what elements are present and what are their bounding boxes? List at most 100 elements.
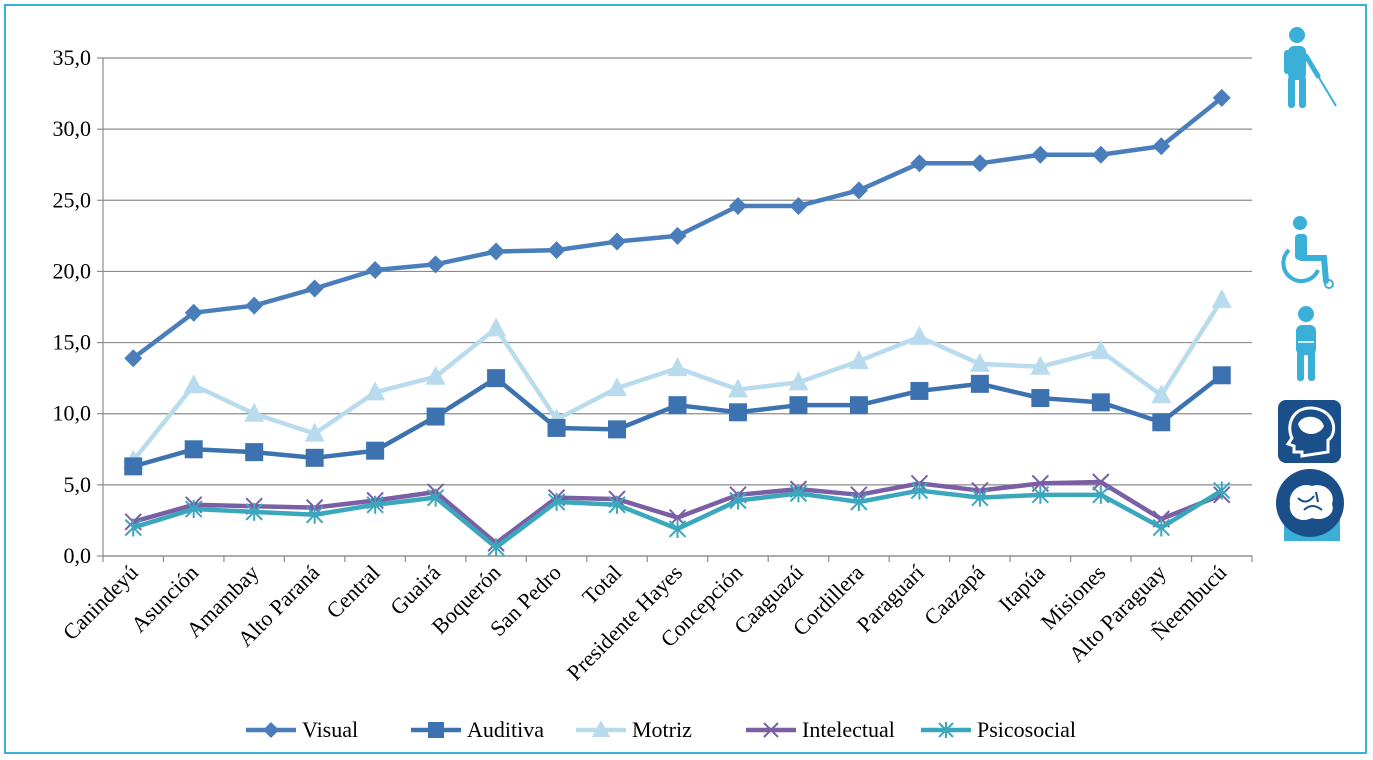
data-point <box>486 317 507 337</box>
data-point <box>1212 88 1231 107</box>
data-point <box>263 722 279 738</box>
data-point <box>909 325 930 345</box>
data-point <box>849 181 868 200</box>
data-point <box>592 720 610 737</box>
data-point <box>183 374 204 394</box>
standing-person-icon <box>1296 306 1316 381</box>
data-point <box>789 396 808 415</box>
data-point <box>910 154 929 173</box>
data-point <box>729 491 747 510</box>
legend-label: Psicosocial <box>977 717 1076 742</box>
data-point <box>848 350 869 370</box>
data-point <box>426 488 445 507</box>
data-point <box>487 242 506 261</box>
data-point <box>305 448 324 467</box>
data-point <box>608 232 627 251</box>
data-point <box>608 495 626 514</box>
data-point <box>607 377 628 397</box>
data-point <box>124 457 143 476</box>
data-point <box>1030 355 1051 375</box>
data-point <box>304 422 325 442</box>
data-point <box>547 418 566 437</box>
data-point <box>849 396 868 415</box>
data-point <box>788 371 809 391</box>
data-point <box>728 403 747 422</box>
line-chart: 0,0 5,0 10,0 15,0 20,0 25,0 30,0 35,0 Canindeyú A… <box>53 27 1344 742</box>
data-point <box>728 196 747 215</box>
legend-label: Motriz <box>632 717 692 742</box>
data-point <box>668 226 687 245</box>
data-point <box>727 378 748 398</box>
data-point <box>1091 145 1110 164</box>
data-point <box>428 722 444 738</box>
data-point <box>547 492 566 511</box>
data-point <box>426 407 445 426</box>
data-point <box>910 481 929 500</box>
y-tick-label: 35,0 <box>53 45 92 70</box>
data-point <box>124 349 143 368</box>
data-point <box>938 722 954 738</box>
data-point <box>425 365 446 385</box>
y-tick-label: 25,0 <box>53 187 92 212</box>
data-point <box>1152 137 1171 156</box>
blind-person-icon <box>1284 27 1337 108</box>
data-point <box>969 352 990 372</box>
data-point <box>971 488 989 507</box>
series-line-auditiva <box>132 373 1224 469</box>
x-tick-label: Canindeyú <box>58 560 143 645</box>
legend-label: Auditiva <box>467 717 544 742</box>
legend-label: Intelectual <box>802 717 895 742</box>
data-point <box>245 502 263 521</box>
y-tick-label: 0,0 <box>64 543 92 568</box>
data-point <box>910 381 929 400</box>
x-tick-label: Central <box>321 560 384 623</box>
data-point <box>1152 518 1170 537</box>
data-point <box>184 440 203 459</box>
x-tick-label: Total <box>577 560 626 609</box>
chart-frame: 0,0 5,0 10,0 15,0 20,0 25,0 30,0 35,0 Canindeyú A… <box>4 4 1367 754</box>
data-point <box>789 484 808 503</box>
head-profile-icon <box>1278 400 1341 463</box>
data-point <box>763 722 779 738</box>
y-tick-label: 20,0 <box>53 258 92 283</box>
data-point <box>366 495 384 514</box>
data-point <box>1151 384 1172 404</box>
y-tick-label: 10,0 <box>53 401 92 426</box>
data-point <box>244 402 265 422</box>
legend-label: Visual <box>302 717 358 742</box>
data-point <box>305 279 324 298</box>
data-point <box>124 518 142 537</box>
brain-icon <box>1276 469 1344 541</box>
data-point <box>185 500 203 519</box>
data-point <box>184 303 203 322</box>
data-point <box>850 492 868 511</box>
data-point <box>1031 145 1050 164</box>
data-point <box>1212 366 1231 385</box>
data-point <box>487 369 506 388</box>
data-point <box>970 374 989 393</box>
data-point <box>366 441 385 460</box>
series-line-motriz <box>131 298 1224 463</box>
data-point <box>970 154 989 173</box>
data-point <box>1091 393 1110 412</box>
x-tick-label: Caazapá <box>919 560 990 631</box>
data-point <box>426 255 445 274</box>
data-point <box>1092 473 1110 491</box>
y-tick-label: 15,0 <box>53 330 92 355</box>
data-point <box>668 519 687 538</box>
data-point <box>608 420 627 439</box>
data-point <box>365 381 386 401</box>
y-tick-label: 30,0 <box>53 116 92 141</box>
data-point <box>245 296 264 315</box>
data-point <box>487 538 505 557</box>
data-point <box>789 196 808 215</box>
data-point <box>245 443 264 462</box>
wheelchair-icon <box>1281 216 1334 289</box>
data-point <box>1090 340 1111 360</box>
data-point <box>547 241 566 260</box>
data-point <box>667 357 688 377</box>
data-point <box>366 261 385 280</box>
data-point <box>1152 413 1171 432</box>
data-point <box>1092 485 1110 504</box>
y-tick-label: 5,0 <box>64 472 92 497</box>
